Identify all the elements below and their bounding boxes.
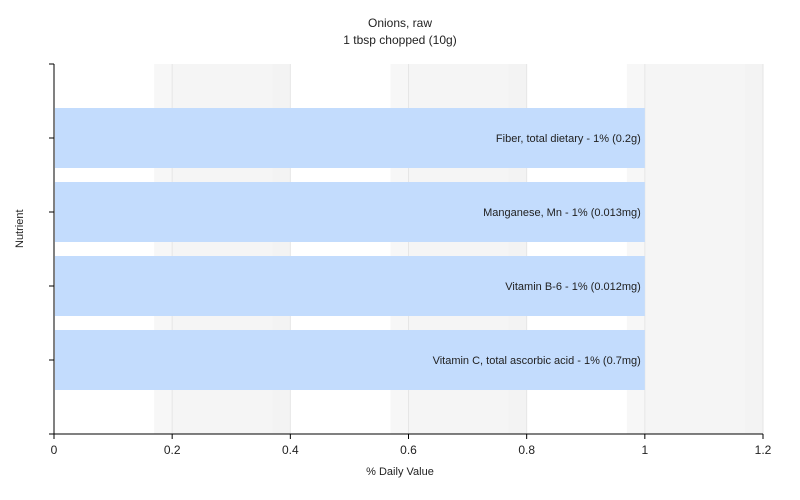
bar <box>55 182 645 242</box>
bar-label: Vitamin C, total ascorbic acid - 1% (0.7… <box>433 355 641 367</box>
bar-label: Vitamin B-6 - 1% (0.012mg) <box>505 281 641 293</box>
x-tick-label: 1.2 <box>755 443 772 457</box>
x-tick-label: 0.8 <box>518 443 535 457</box>
x-tick-label: 0 <box>51 443 58 457</box>
x-tick-label: 0.2 <box>164 443 181 457</box>
bar-label: Fiber, total dietary - 1% (0.2g) <box>496 133 641 145</box>
axes: 0 0.2 0.4 0.6 0.8 1 1.2 <box>49 63 772 457</box>
grid-band <box>644 64 763 434</box>
grid-band-shade <box>745 64 763 434</box>
chart-title: Onions, raw <box>367 16 433 30</box>
bars: Fiber, total dietary - 1% (0.2g) Manganes… <box>55 108 645 390</box>
bar <box>55 330 645 390</box>
bar <box>55 108 645 168</box>
bar <box>55 256 645 316</box>
chart-subtitle: 1 tbsp chopped (10g) <box>343 33 457 47</box>
y-axis-label: Nutrient <box>14 209 26 248</box>
x-tick-label: 0.4 <box>282 443 299 457</box>
x-tick-label: 0.6 <box>400 443 417 457</box>
bar-label: Manganese, Mn - 1% (0.013mg) <box>483 207 641 219</box>
x-axis-label: % Daily Value <box>366 466 434 478</box>
x-tick-label: 1 <box>641 443 648 457</box>
